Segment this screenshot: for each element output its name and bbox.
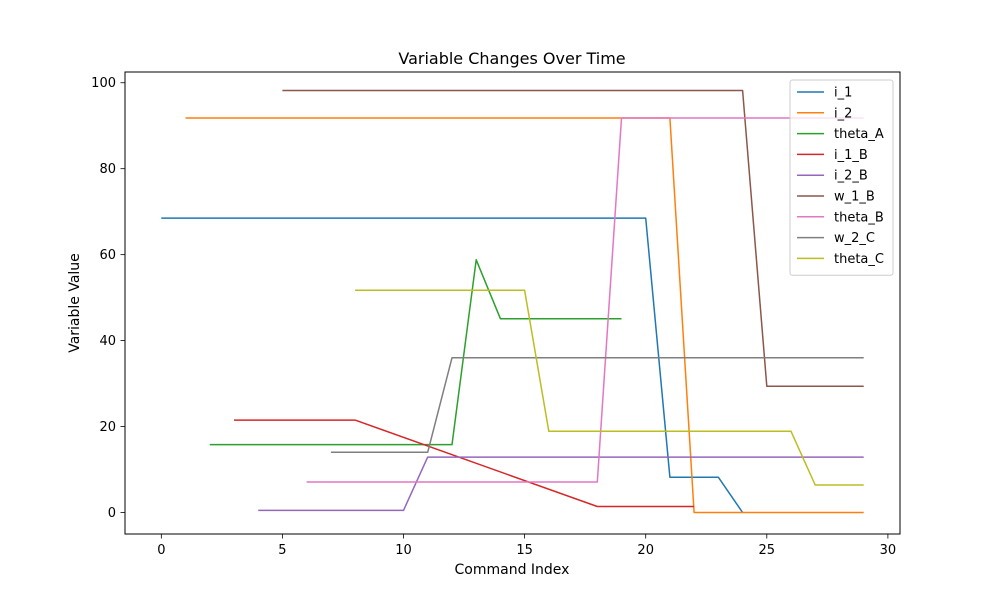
axes-frame [124, 71, 901, 535]
x-axis-ticks: 0 5 10 15 20 25 30 [157, 534, 896, 558]
legend-label-theta-C: theta_C [834, 252, 884, 267]
legend-label-w-1-B: w_1_B [834, 190, 875, 205]
chart-title: Variable Changes Over Time [398, 49, 625, 68]
y-axis-label: Variable Value [67, 253, 83, 353]
legend-label-theta-B: theta_B [834, 210, 884, 225]
plot-area: 0 5 10 15 20 25 30 0 20 40 60 80 100 [91, 71, 901, 558]
y-tick-label: 20 [99, 420, 116, 435]
y-tick-label: 80 [99, 162, 116, 177]
series-line-w-2-C [330, 357, 864, 454]
legend-label-i-2-B: i_2_B [834, 169, 868, 184]
legend: i_1 i_2 theta_A i_1_B i_2_B w_1_B theta_B w_2_C… [789, 79, 894, 276]
x-axis-label: Command Index [455, 562, 570, 578]
x-tick-label: 20 [637, 543, 654, 558]
y-tick-label: 100 [91, 76, 116, 91]
legend-label-i-1-B: i_1_B [834, 148, 868, 163]
series-line-theta-A [209, 259, 622, 446]
series-line-i-2-B [258, 456, 864, 512]
legend-label-i-2: i_2 [834, 106, 852, 121]
x-tick-label: 15 [516, 543, 533, 558]
legend-label-theta-A: theta_A [834, 127, 884, 142]
series-line-theta-B [306, 117, 864, 483]
series-line-theta-C [355, 289, 864, 486]
series-line-i-1 [161, 217, 744, 513]
series-line-i-1-B [234, 419, 695, 508]
x-tick-label: 0 [157, 543, 165, 558]
legend-box [789, 79, 894, 276]
series-line-w-1-B [282, 89, 864, 387]
x-tick-label: 5 [278, 543, 286, 558]
legend-label-w-2-C: w_2_C [834, 231, 875, 246]
y-tick-label: 40 [99, 334, 116, 349]
y-axis-ticks: 0 20 40 60 80 100 [91, 76, 125, 521]
series-line-i-2 [185, 117, 864, 514]
y-tick-label: 0 [108, 506, 116, 521]
x-tick-label: 10 [395, 543, 412, 558]
series-lines [161, 89, 864, 514]
legend-label-i-1: i_1 [834, 86, 852, 101]
y-tick-label: 60 [99, 248, 116, 263]
x-tick-label: 25 [759, 543, 776, 558]
x-tick-label: 30 [880, 543, 897, 558]
